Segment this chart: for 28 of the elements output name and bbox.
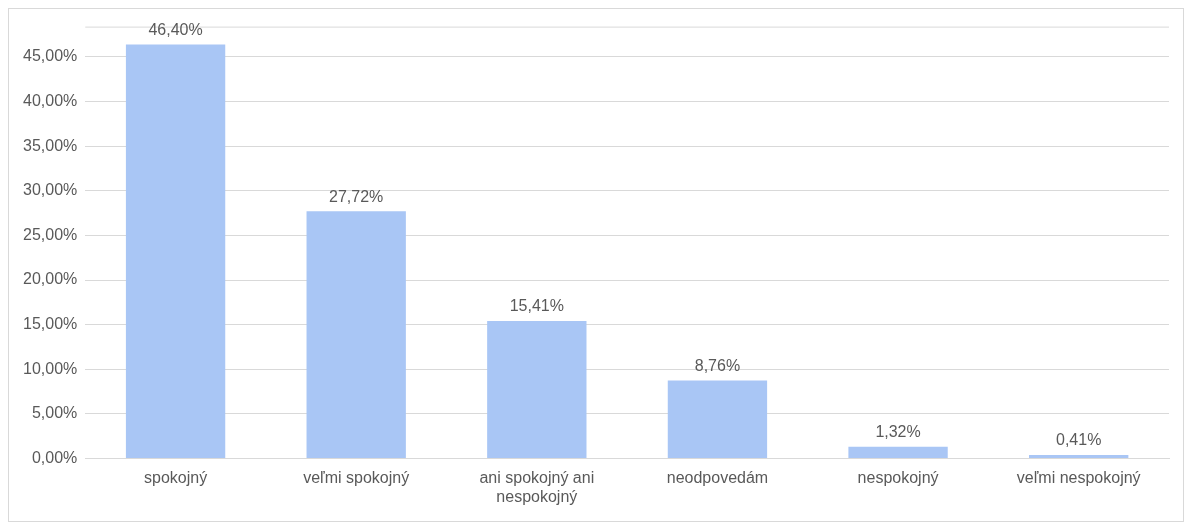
data-label: 1,32% bbox=[875, 423, 921, 441]
data-label: 8,76% bbox=[694, 356, 741, 374]
x-tick-label: spokojný bbox=[144, 468, 208, 486]
y-tick-label: 0,00% bbox=[31, 449, 78, 467]
y-tick-label: 45,00% bbox=[23, 47, 78, 65]
x-tick-label: neodpovedám bbox=[666, 468, 769, 486]
y-tick-label: 25,00% bbox=[23, 225, 78, 243]
bar bbox=[848, 446, 948, 459]
x-tick-label: nespokojný bbox=[857, 468, 939, 486]
y-tick-label: 5,00% bbox=[31, 404, 78, 422]
data-label: 27,72% bbox=[329, 187, 384, 205]
data-label: 46,40% bbox=[148, 20, 203, 38]
data-label: 0,41% bbox=[1056, 431, 1102, 449]
data-label: 15,41% bbox=[509, 297, 564, 315]
y-tick-label: 35,00% bbox=[23, 136, 78, 154]
y-tick-label: 15,00% bbox=[23, 315, 78, 333]
y-tick-label: 20,00% bbox=[23, 270, 78, 288]
x-tick-label: veľmi nespokojný bbox=[1016, 468, 1141, 486]
x-tick-label: veľmi spokojný bbox=[303, 468, 410, 486]
bar bbox=[1029, 454, 1129, 459]
bar bbox=[125, 44, 226, 459]
y-tick-label: 40,00% bbox=[23, 91, 78, 109]
bar bbox=[667, 380, 768, 459]
x-tick-label: ani spokojný ani nespokojný bbox=[479, 468, 595, 505]
y-tick-label: 30,00% bbox=[23, 181, 78, 199]
bar bbox=[306, 211, 406, 459]
y-tick-label: 10,00% bbox=[23, 359, 78, 377]
bar bbox=[487, 321, 587, 459]
